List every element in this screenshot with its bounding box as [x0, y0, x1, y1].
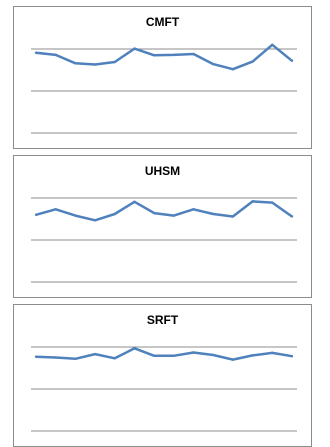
- data-point: [74, 62, 77, 65]
- data-point: [231, 67, 235, 71]
- chart-title: UHSM: [144, 164, 181, 178]
- data-point: [192, 52, 195, 56]
- data-point: [172, 354, 176, 358]
- data-point: [133, 47, 136, 50]
- series-line: [35, 43, 293, 71]
- line-chart: [31, 197, 297, 283]
- data-point: [93, 219, 97, 222]
- chart-panel-uhsm: UHSM: [13, 155, 312, 298]
- data-point: [271, 201, 274, 204]
- data-point: [192, 351, 195, 354]
- data-point: [74, 214, 77, 217]
- chart-panel-cmft: CMFT: [13, 6, 312, 149]
- data-point: [231, 215, 235, 218]
- data-point: [212, 212, 215, 216]
- data-point: [54, 53, 57, 57]
- line-chart: [31, 43, 297, 134]
- data-point: [172, 214, 176, 217]
- data-point: [113, 212, 116, 216]
- data-point: [152, 54, 156, 57]
- data-point: [290, 215, 294, 218]
- data-point: [93, 352, 97, 356]
- chart-title: SRFT: [146, 313, 179, 327]
- data-point: [34, 51, 38, 54]
- data-point: [54, 356, 57, 359]
- line-chart: [31, 346, 297, 432]
- data-point: [212, 353, 215, 357]
- data-point: [74, 357, 77, 360]
- series-line: [35, 200, 293, 222]
- data-point: [93, 63, 97, 66]
- data-point: [231, 358, 235, 361]
- data-point: [34, 213, 38, 216]
- data-point: [271, 43, 274, 46]
- data-point: [251, 354, 254, 357]
- data-point: [290, 355, 294, 358]
- data-point: [113, 357, 116, 360]
- data-point: [271, 351, 274, 355]
- data-point: [172, 53, 176, 57]
- series-line: [35, 347, 293, 361]
- data-point: [113, 60, 116, 64]
- data-point: [251, 200, 254, 203]
- data-point: [133, 200, 136, 203]
- data-point: [290, 59, 294, 62]
- chart-title: CMFT: [145, 15, 180, 29]
- data-point: [212, 62, 215, 66]
- data-point: [152, 354, 156, 358]
- data-point: [251, 60, 254, 63]
- data-point: [34, 355, 38, 358]
- data-point: [54, 208, 57, 211]
- chart-panel-srft: SRFT: [13, 304, 312, 447]
- data-point: [152, 211, 156, 215]
- data-point: [133, 347, 136, 350]
- data-point: [192, 208, 195, 211]
